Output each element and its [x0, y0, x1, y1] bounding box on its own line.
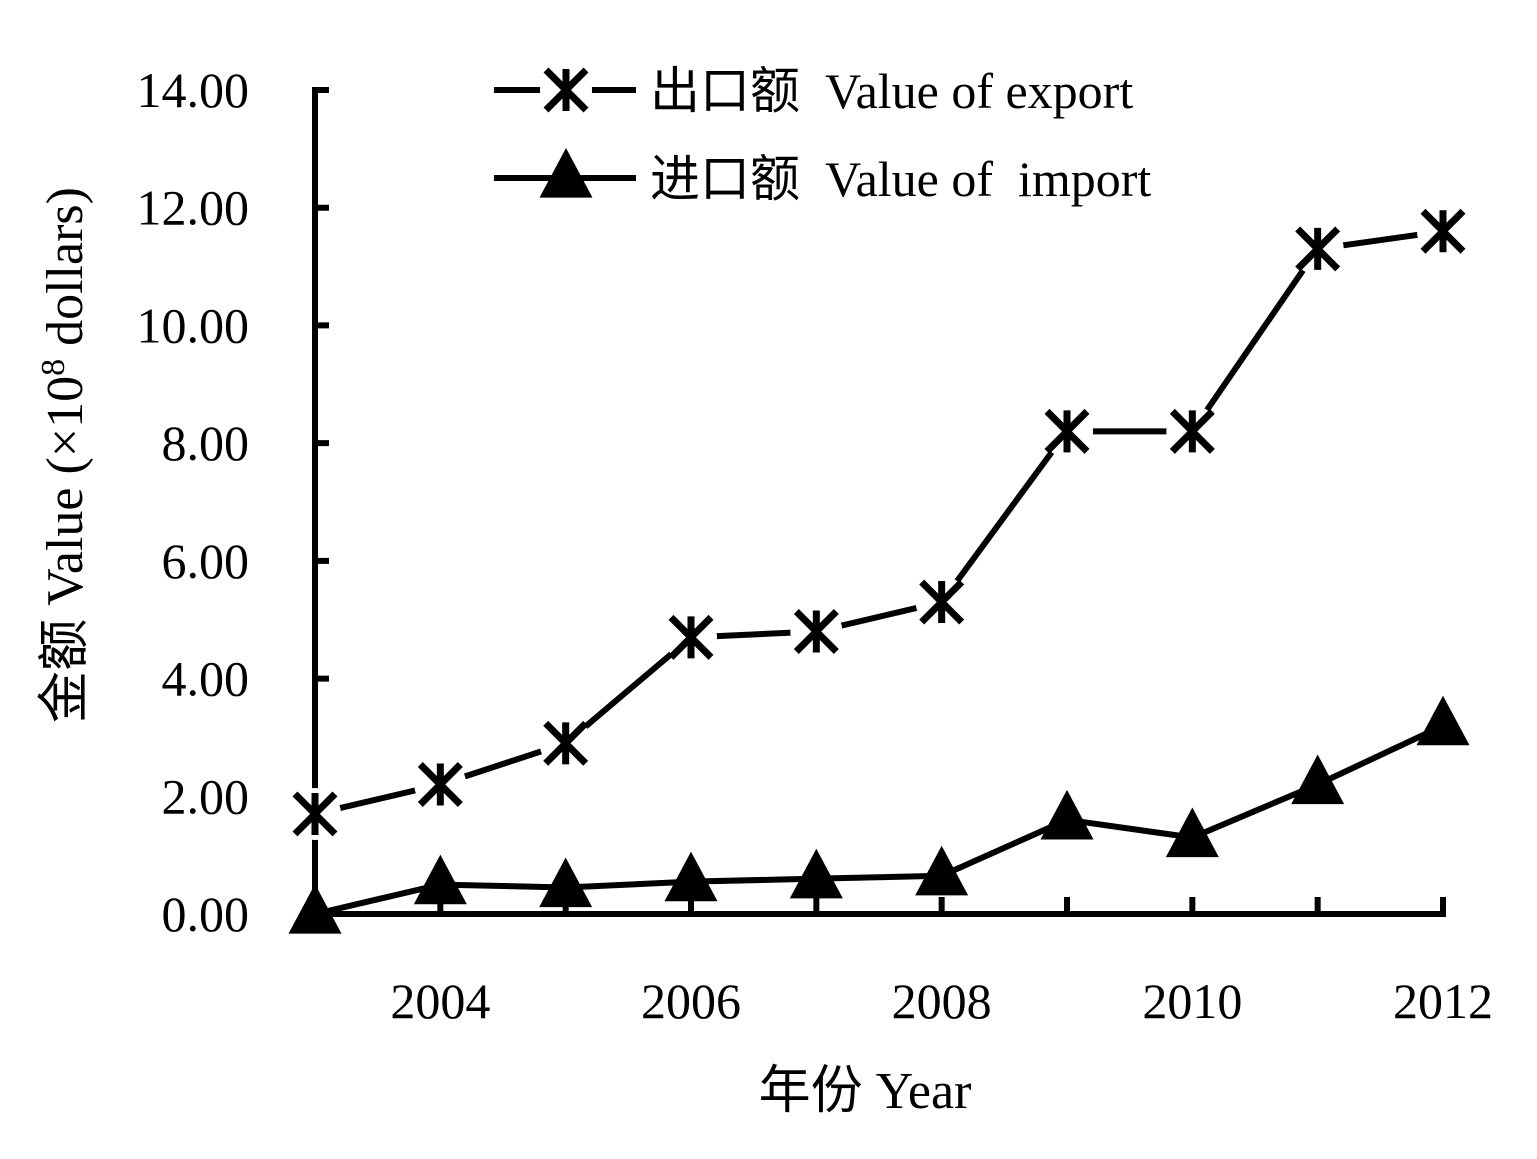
- y-tick-label: 0.00: [162, 886, 250, 942]
- data-point: [417, 762, 463, 807]
- legend: 出口额 Value of export 进口额 Value of import: [494, 63, 1151, 207]
- x-axis-title: 年份 Year: [759, 1063, 972, 1120]
- x-tick-label: 2010: [1142, 973, 1242, 1029]
- axes: 0.00 2.00 4.00 6.00 8.00 10.00 12.00 14.00 2004 2…: [137, 62, 1494, 1029]
- series-line: [314, 722, 1445, 917]
- data-point: [789, 848, 843, 899]
- x-tick-label: 2012: [1393, 973, 1493, 1029]
- data-point: [1169, 408, 1215, 454]
- x-tick-label: 2006: [641, 973, 741, 1029]
- series-import: [288, 695, 1470, 934]
- data-point: [1044, 408, 1090, 454]
- legend-marker: [539, 148, 593, 198]
- y-tick-label: 2.00: [162, 768, 250, 824]
- y-axis-title-main: 金额 Value (×10: [37, 376, 94, 723]
- y-axis-title: 金额 Value (×108 dollars): [35, 187, 94, 723]
- data-point: [664, 851, 718, 902]
- x-tick-label: 2004: [390, 973, 490, 1029]
- data-point: [1040, 789, 1094, 840]
- y-tick-label: 4.00: [162, 651, 250, 707]
- series-line: [314, 228, 1444, 817]
- data-point: [1291, 754, 1345, 805]
- data-point: [288, 884, 342, 934]
- y-axis-title-tail: dollars): [37, 187, 94, 359]
- data-point: [413, 854, 467, 905]
- data-point: [292, 791, 338, 837]
- legend-label: 出口额 Value of export: [650, 63, 1133, 119]
- x-tick-label: 2008: [892, 973, 992, 1029]
- series-layer: [288, 205, 1470, 934]
- data-point: [793, 609, 839, 654]
- y-tick-label: 6.00: [162, 533, 250, 589]
- legend-item-import: 进口额 Value of import: [494, 148, 1151, 207]
- data-point: [539, 857, 593, 908]
- legend-label: 进口额 Value of import: [650, 151, 1151, 207]
- data-point: [668, 614, 714, 660]
- data-point: [1295, 226, 1341, 272]
- legend-item-export: 出口额 Value of export: [494, 63, 1133, 119]
- y-tick-label: 8.00: [162, 415, 250, 471]
- series-export: [289, 205, 1469, 840]
- data-point: [915, 845, 969, 896]
- data-point: [1420, 208, 1466, 254]
- y-tick-label: 12.00: [137, 180, 250, 236]
- y-axis-title-superscript: 8: [35, 359, 72, 376]
- data-point: [1165, 807, 1219, 858]
- y-tick-label: 14.00: [137, 62, 250, 118]
- data-point: [543, 720, 589, 766]
- data-point: [1416, 695, 1470, 746]
- data-point: [919, 579, 965, 625]
- y-tick-label: 10.00: [137, 297, 250, 353]
- legend-marker: [543, 67, 589, 113]
